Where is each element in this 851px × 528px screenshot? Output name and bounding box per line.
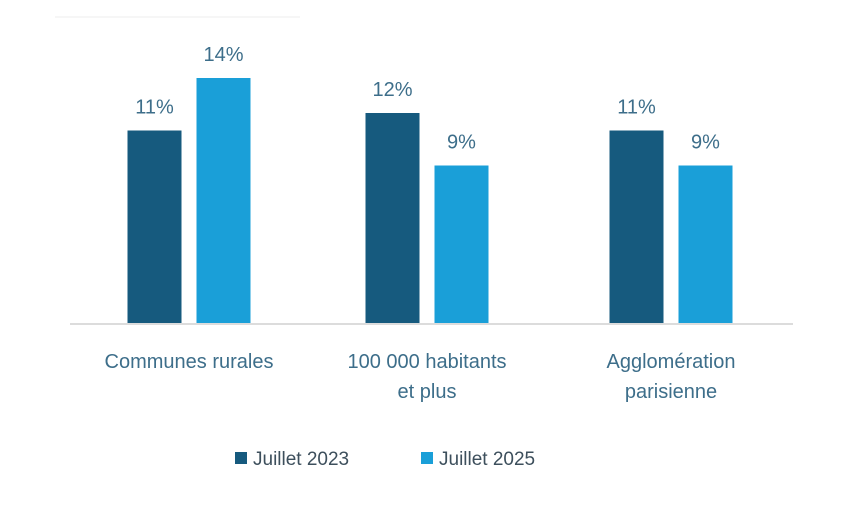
- data-label: 11%: [135, 97, 174, 119]
- legend-swatch: [235, 452, 247, 464]
- data-label: 9%: [447, 132, 476, 154]
- category-label: Agglomération: [607, 351, 736, 373]
- category-label: parisienne: [625, 381, 717, 403]
- data-label: 12%: [372, 79, 412, 101]
- bar-2023: [609, 130, 664, 323]
- legend-swatch: [421, 452, 433, 464]
- legend-label: Juillet 2023: [253, 449, 349, 470]
- legend-label: Juillet 2025: [439, 449, 535, 470]
- data-label: 9%: [691, 132, 720, 154]
- bar-2025: [434, 165, 489, 323]
- data-label: 14%: [203, 44, 243, 66]
- bar-2023: [365, 113, 420, 323]
- category-label: 100 000 habitants: [347, 351, 506, 373]
- bar-2025: [678, 165, 733, 323]
- data-label: 11%: [617, 97, 656, 119]
- bar-2025: [196, 78, 251, 323]
- category-label: et plus: [398, 381, 457, 403]
- category-label: Communes rurales: [105, 351, 274, 373]
- bar-2023: [127, 130, 182, 323]
